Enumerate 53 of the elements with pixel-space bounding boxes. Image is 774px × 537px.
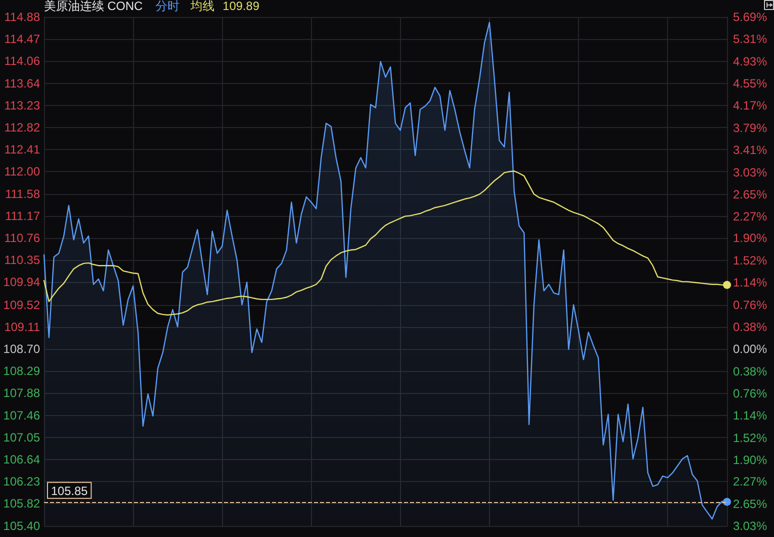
y2-tick-label: 2.27%: [733, 210, 768, 224]
y2-tick-label: 0.38%: [733, 364, 768, 378]
y2-tick-label: 3.03%: [733, 519, 768, 533]
y-tick-label: 107.05: [3, 430, 40, 444]
y-tick-label: 110.35: [4, 253, 40, 268]
y-tick-label: 105.82: [3, 496, 40, 510]
y-tick-label: 110.76: [4, 231, 40, 246]
y-tick-label: 106.23: [3, 474, 40, 488]
y2-tick-label: 1.14%: [733, 276, 768, 290]
y2-tick-label: 5.31%: [733, 32, 768, 46]
y-tick-label: 111.58: [5, 187, 40, 202]
y2-tick-label: 2.65%: [733, 496, 768, 511]
y-tick-label: 113.64: [4, 76, 40, 91]
y-tick-label: 107.46: [3, 408, 40, 422]
y-tick-label: 114.47: [4, 32, 40, 46]
y2-tick-label: 1.14%: [733, 408, 768, 423]
y2-tick-label: 2.27%: [733, 474, 768, 489]
y-tick-label: 108.70: [3, 342, 40, 356]
y-tick-label: 111.17: [5, 209, 40, 224]
y2-tick-label: 4.17%: [733, 98, 768, 113]
text: 分时: [156, 0, 180, 13]
y2-tick-label: 3.03%: [733, 165, 768, 180]
chart-title: 美原油连续 CONC: [44, 0, 143, 13]
y2-tick-label: 1.90%: [733, 453, 768, 468]
y2-tick-label: 0.38%: [733, 320, 768, 334]
y2-tick-label: 4.55%: [733, 76, 768, 91]
y2-tick-label: 0.76%: [733, 298, 768, 312]
text: 均线: [190, 0, 215, 13]
y2-tick-label: 5.69%: [733, 10, 768, 24]
y2-tick-label: 1.52%: [733, 430, 768, 445]
y2-tick-label: 0.00%: [733, 342, 768, 356]
y-tick-label: 114.88: [4, 10, 40, 24]
text: 109.89: [222, 0, 260, 13]
y-tick-label: 109.11: [4, 320, 40, 334]
y-tick-label: 109.52: [3, 298, 40, 312]
y-tick-label: 112.41: [4, 142, 40, 157]
y2-tick-label: 2.65%: [733, 187, 768, 202]
y2-tick-label: 1.52%: [733, 253, 768, 268]
y-tick-label: 114.06: [4, 54, 40, 68]
ref-line-label: 105.85: [51, 484, 88, 498]
y-tick-label: 108.29: [3, 364, 40, 378]
y2-tick-label: 1.90%: [733, 231, 768, 246]
y-tick-label: 113.23: [4, 98, 40, 113]
y2-tick-label: 4.93%: [733, 54, 768, 68]
y-tick-label: 107.88: [3, 386, 40, 400]
y2-tick-label: 3.79%: [733, 120, 768, 135]
y2-tick-label: 3.41%: [733, 143, 768, 158]
y-tick-label: 109.94: [3, 275, 40, 290]
y-tick-label: 106.64: [3, 452, 40, 466]
y-tick-label: 112.82: [4, 120, 40, 135]
y-tick-label: 105.40: [3, 519, 40, 533]
y2-tick-label: 0.76%: [733, 386, 768, 400]
y-tick-label: 112.00: [4, 164, 40, 179]
